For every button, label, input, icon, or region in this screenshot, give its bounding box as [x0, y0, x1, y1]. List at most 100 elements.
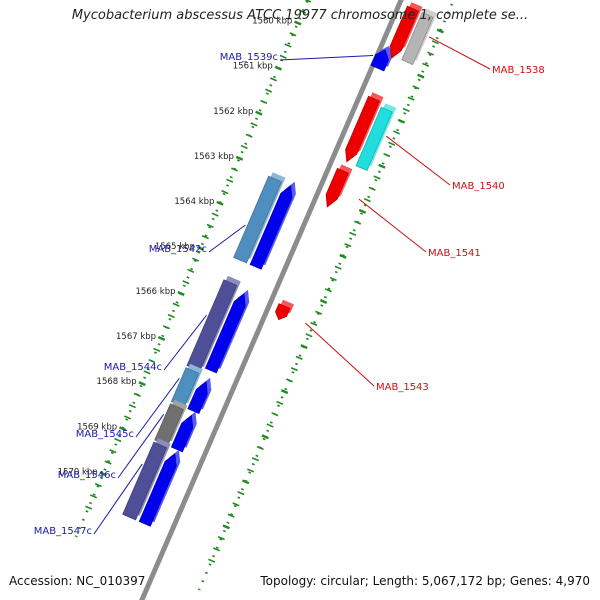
left-tick-mark [167, 313, 175, 319]
right-tick-mark [422, 62, 430, 67]
tick-label: 1563 kbp [194, 152, 234, 162]
right-tick-mark [363, 197, 371, 203]
left-tick-mark [235, 155, 244, 161]
left-tick-mark [128, 404, 136, 409]
gene-mab1539c [370, 49, 389, 72]
right-tick-mark [232, 502, 240, 507]
right-tick-mark [349, 231, 357, 236]
leader-line-minus [208, 224, 246, 253]
left-tick-mark [94, 482, 102, 488]
right-tick-mark [383, 152, 391, 158]
tick-label: 1560 kbp [252, 17, 292, 27]
topology-summary: Topology: circular; Length: 5,067,172 bp… [260, 574, 590, 588]
leader-line-plus [428, 36, 491, 70]
right-tick-mark [276, 400, 284, 406]
left-tick-mark [255, 110, 263, 116]
gene-mab1544c [204, 293, 246, 374]
right-tick-mark [319, 299, 328, 304]
right-tick-mark [324, 288, 332, 293]
left-tick-mark [245, 133, 253, 138]
gene-mab1547c [138, 453, 177, 527]
right-tick-mark [329, 276, 337, 282]
right-tick-mark [241, 479, 250, 485]
right-tick-mark [334, 265, 342, 270]
tick-label: 1570 kbp [58, 467, 98, 477]
leader-line-plus [385, 135, 451, 186]
right-tick-mark [247, 468, 255, 473]
left-tick-mark [240, 144, 248, 150]
gene-mab1542c [249, 184, 293, 270]
right-tick-mark [251, 457, 259, 462]
left-tick-mark [231, 167, 239, 172]
right-tick-mark [358, 208, 367, 214]
leader-line-minus [279, 54, 374, 61]
right-tick-rail [197, 3, 454, 591]
leader-line-plus [305, 322, 375, 387]
left-tick-mark [187, 268, 195, 274]
right-tick-mark [227, 513, 235, 518]
left-tick-mark [109, 449, 117, 454]
right-tick-mark [212, 547, 221, 552]
left-tick-mark [85, 505, 93, 510]
left-tick-mark [162, 325, 170, 330]
left-tick-mark [265, 88, 273, 93]
right-tick-mark [256, 445, 264, 451]
left-tick-mark [279, 54, 287, 59]
left-tick-mark [118, 426, 127, 432]
gene-mab1542c-outer [233, 175, 283, 264]
tick-label: 1562 kbp [213, 107, 253, 117]
gene-mab1546c [170, 414, 194, 453]
right-tick-mark [295, 355, 303, 360]
backbone-layer [139, 0, 404, 600]
left-tick-mark [157, 336, 166, 342]
right-tick-mark [300, 344, 308, 350]
right-tick-mark [378, 163, 386, 169]
gene-label-minus: MAB_1539c [220, 52, 278, 63]
tick-label: 1569 kbp [77, 422, 117, 432]
left-tick-mark [89, 494, 98, 499]
left-tick-mark [201, 234, 209, 240]
right-tick-mark [417, 73, 425, 79]
right-tick-mark [436, 28, 444, 34]
left-tick-mark [114, 437, 122, 443]
tick-label: 1561 kbp [233, 62, 273, 72]
gene-mab1538-outer [401, 11, 434, 66]
right-tick-mark [388, 141, 396, 146]
left-tick-mark [226, 178, 234, 183]
right-tick-mark [305, 333, 313, 338]
left-tick-mark [99, 471, 107, 477]
left-tick-mark [143, 370, 151, 375]
left-tick-mark [196, 245, 205, 251]
gene-mab1538 [389, 5, 420, 59]
left-tick-mark [250, 122, 258, 127]
tick-label: 1564 kbp [174, 197, 214, 207]
tick-label: 1565 kbp [155, 242, 195, 252]
right-tick-mark [402, 107, 410, 113]
right-tick-mark [271, 412, 279, 417]
gene-mab1547c-outer [122, 441, 168, 521]
right-tick-mark [208, 558, 216, 563]
tick-label: 1566 kbp [135, 287, 175, 297]
left-tick-mark [221, 189, 229, 195]
right-tick-mark [261, 434, 269, 440]
gene-label-minus: MAB_1545c [76, 429, 134, 440]
left-tick-mark [172, 302, 180, 307]
left-tick-mark [177, 290, 185, 296]
left-tick-mark [216, 200, 224, 206]
left-tick-mark [299, 9, 307, 14]
left-tick-mark [138, 381, 146, 387]
left-tick-mark [104, 460, 112, 465]
gene-mab1540-outer [355, 106, 393, 172]
leader-line-minus [135, 377, 180, 438]
right-tick-mark [237, 490, 245, 496]
right-tick-mark [392, 130, 401, 135]
gene-label-minus: MAB_1544c [104, 362, 162, 373]
right-tick-mark [368, 186, 376, 191]
left-tick-mark [269, 77, 277, 82]
right-tick-mark [339, 253, 347, 259]
gene-mab1541 [325, 167, 349, 208]
gene-label-minus: MAB_1547c [34, 526, 92, 537]
accession-text: Accession: NC_010397 [9, 574, 146, 588]
